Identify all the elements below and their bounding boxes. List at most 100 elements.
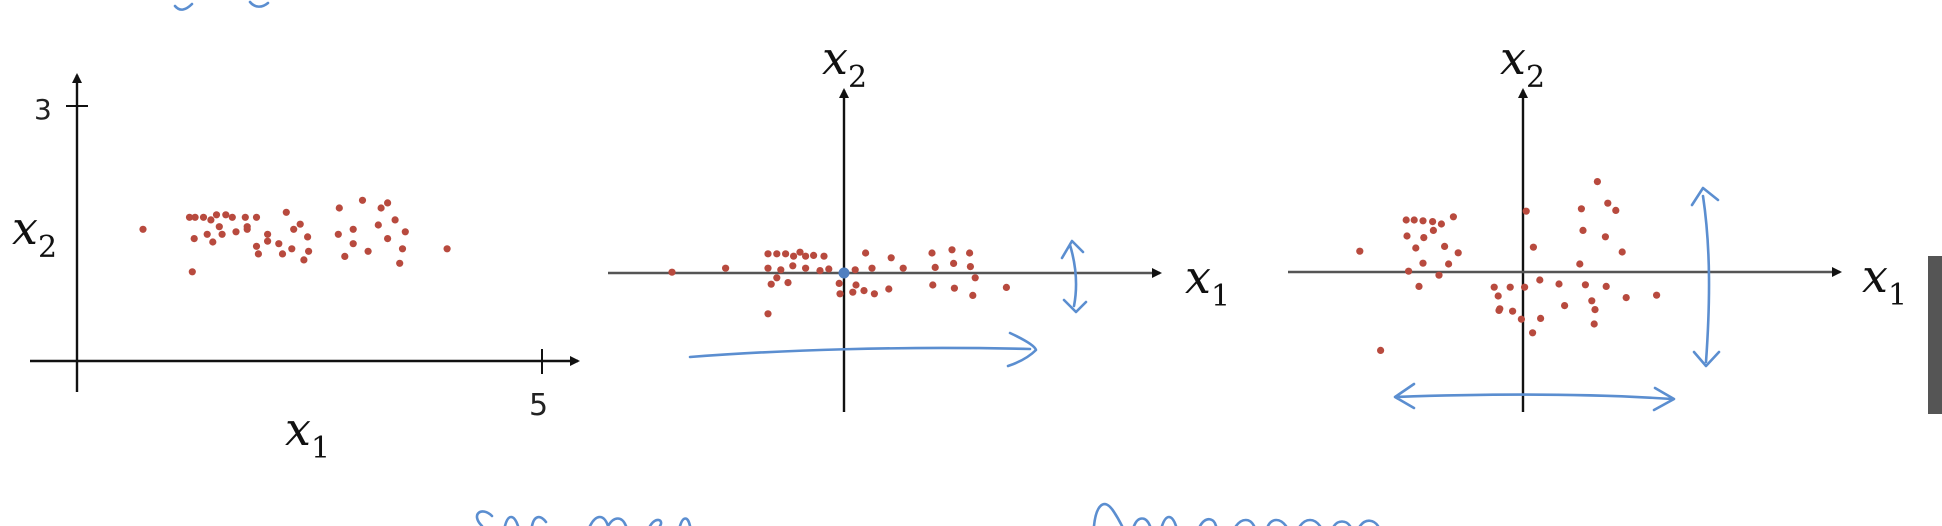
plot-1-point-36 (384, 199, 392, 207)
plot-3-point-27 (1405, 267, 1413, 275)
plot-1-point-29 (209, 238, 217, 246)
plot-3-point-3 (1410, 216, 1418, 224)
plot-2-point-9 (810, 251, 818, 259)
plot-1-point-4 (199, 213, 208, 221)
plot-3-point-25 (1445, 260, 1453, 268)
plot-1-x-tick-label: 5 (529, 388, 548, 423)
plot-2-point-28 (860, 287, 868, 295)
plot-2-point-35 (966, 249, 974, 257)
plot-3-point-4 (1419, 217, 1427, 225)
plot-1-point-21 (264, 237, 272, 245)
plot-1-point-47 (396, 259, 404, 267)
plot-2-point-5 (782, 250, 790, 258)
plot-2-point-18 (825, 265, 833, 273)
plot-3-point-29 (1536, 276, 1544, 284)
plot-1-point-2 (185, 213, 194, 221)
plot-3-point-48 (1590, 320, 1598, 328)
plot-1-point-22 (275, 240, 283, 248)
plot-2-point-10 (820, 252, 828, 260)
plot-1-point-41 (401, 228, 409, 236)
plot-3-point-23 (1618, 248, 1626, 256)
plot-1-point-15 (232, 228, 240, 236)
plot-2-points (668, 246, 1011, 318)
plot-2-point-27 (849, 288, 857, 296)
plot-1-y-label-sub: 2 (38, 230, 57, 265)
plot-2-point-41 (950, 284, 959, 292)
plot-2-point-33 (928, 249, 936, 257)
plot-1-point-11 (282, 208, 290, 216)
plot-2-point-34 (948, 246, 956, 254)
plot-1-point-48 (443, 245, 451, 253)
plot-1-point-31 (243, 223, 251, 231)
plot-3-point-19 (1454, 249, 1462, 257)
plot-1-point-44 (398, 245, 407, 253)
plot-2-point-25 (852, 281, 860, 289)
plot-3-points (1356, 178, 1661, 354)
plot-1-point-39 (374, 221, 382, 229)
plot-3-point-41 (1653, 291, 1661, 299)
plot-2-point-7 (796, 248, 804, 256)
plot-1-point-18 (290, 225, 298, 233)
plot-2-point-11 (862, 249, 870, 257)
plot-1-point-45 (341, 252, 349, 260)
plot-2-point-16 (802, 264, 810, 272)
plot-1-point-23 (288, 245, 296, 253)
plot-2-point-19 (851, 266, 859, 274)
plot-2-point-15 (789, 262, 797, 270)
plot-2-point-40 (929, 281, 937, 289)
plot-3-horizontal-spread-arrow (1393, 382, 1676, 412)
plot-1-point-43 (384, 235, 392, 243)
plot-3-point-39 (1561, 302, 1569, 310)
handwriting-fragment-bottom-right (1092, 502, 1380, 526)
plot-1-point-34 (358, 196, 367, 204)
plot-2-x-axis-label: x1 (1185, 250, 1230, 314)
plot-2-point-13 (764, 264, 772, 272)
plot-3-point-1 (1356, 247, 1364, 255)
plot-3-point-28 (1415, 282, 1423, 290)
plot-3-point-36 (1494, 292, 1502, 300)
plot-3-point-14 (1420, 234, 1428, 242)
plot-2-point-2 (722, 264, 730, 272)
plot-3-point-24 (1576, 260, 1584, 268)
plot-2-point-8 (802, 252, 810, 260)
plot-2-point-26 (836, 290, 844, 298)
plot-3-point-13 (1403, 232, 1411, 240)
plot-1-point-8 (228, 213, 236, 221)
plot-3-point-30 (1555, 280, 1563, 288)
plot-1-point-46 (364, 247, 372, 255)
plot-3-x-label-sub: 1 (1888, 278, 1907, 313)
plot-3-point-26 (1435, 271, 1443, 279)
plot-3-vertical-spread-arrow (1690, 186, 1721, 368)
plot-1-point-24 (305, 247, 313, 255)
plot-3-point-47 (1529, 329, 1537, 337)
plot-1-y-tick-label: 3 (34, 93, 52, 126)
plot-3-point-21 (1579, 226, 1587, 234)
plot-2-point-29 (870, 290, 879, 298)
plot-3-point-35 (1521, 283, 1529, 291)
plot-3-y-label-var: x (1500, 31, 1526, 85)
handwriting-fragment-bottom-left (475, 510, 692, 526)
plot-2-y-label-sub: 2 (848, 60, 867, 95)
plot-1-point-5 (207, 216, 215, 224)
plot-3-point-40 (1622, 294, 1630, 302)
plot-2-point-1 (668, 268, 676, 276)
plot-2-mean-subtracted: x2 x1 (608, 31, 1230, 412)
plot-3-point-37 (1588, 297, 1596, 305)
plot-1-point-17 (264, 230, 272, 238)
plot-1-point-32 (296, 220, 304, 228)
plot-1-point-1 (139, 225, 147, 233)
plot-3-point-31 (1581, 281, 1589, 289)
plot-3-point-18 (1419, 259, 1427, 267)
plot-2-point-36 (931, 263, 939, 271)
plot-2-point-3 (764, 250, 772, 258)
plot-3-point-9 (1577, 205, 1585, 213)
plot-3-point-42 (1495, 306, 1503, 314)
plot-2-point-12 (887, 254, 895, 262)
plot-3-y-axis-label: x2 (1500, 31, 1545, 95)
plot-1-points (139, 196, 451, 276)
plot-1-point-20 (252, 242, 261, 250)
plot-3-point-15 (1429, 226, 1437, 234)
window-edge-scroll-tab[interactable] (1928, 256, 1942, 414)
plot-1-point-37 (334, 230, 342, 238)
